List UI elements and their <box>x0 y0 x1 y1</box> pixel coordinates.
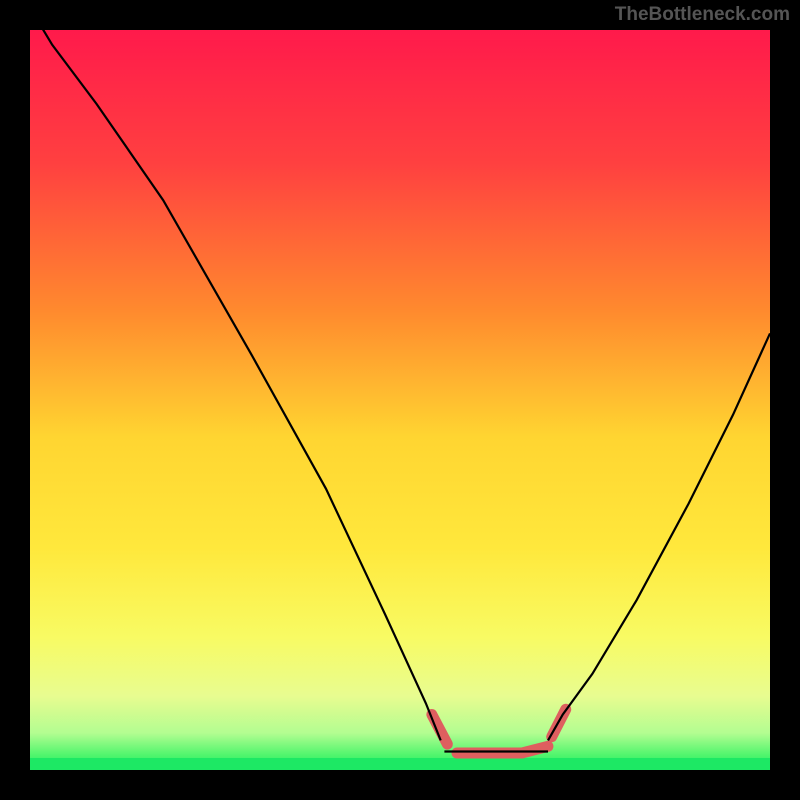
curve-left-branch <box>30 30 441 740</box>
highlight-group <box>432 709 566 753</box>
curve-svg <box>30 30 770 770</box>
plot-area <box>30 30 770 770</box>
curve-right-branch <box>548 333 770 740</box>
watermark: TheBottleneck.com <box>615 4 790 26</box>
